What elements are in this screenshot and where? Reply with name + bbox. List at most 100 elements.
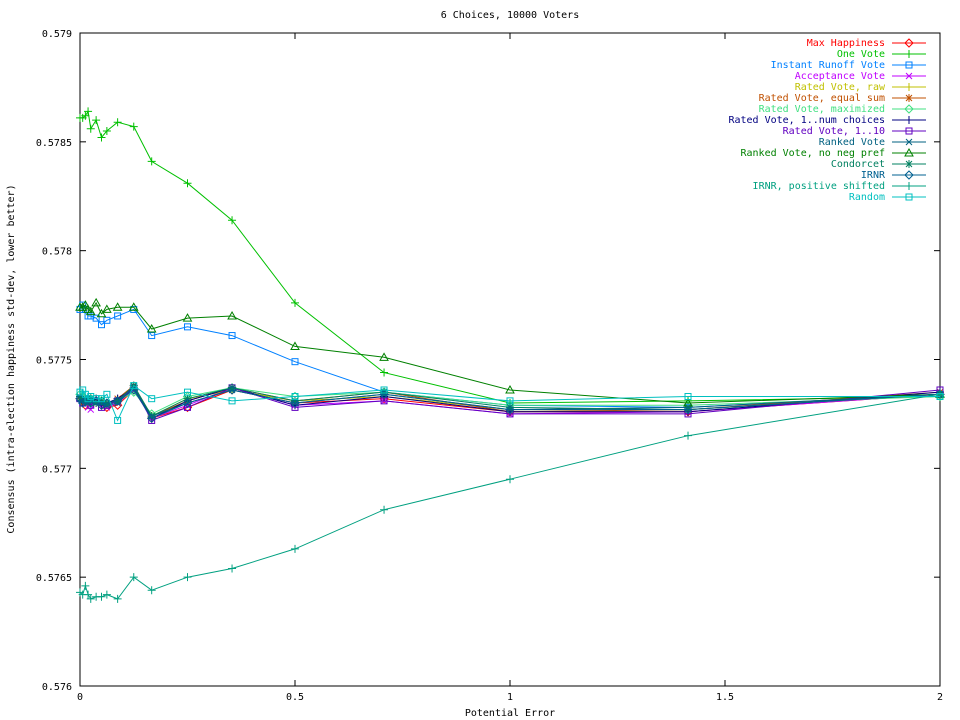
chart-title: 6 Choices, 10000 Voters [441, 10, 579, 21]
data-point [505, 384, 515, 394]
legend-label: IRNR, positive shifted [753, 181, 885, 192]
legend-marker [905, 182, 913, 190]
data-point [86, 594, 95, 603]
data-point [81, 111, 90, 120]
data-point [184, 388, 191, 396]
legend-marker [905, 61, 913, 69]
data-point [91, 297, 101, 307]
y-tick-label: 0.577 [42, 464, 72, 475]
legend-entry: Max Happiness [807, 38, 926, 49]
legend-marker [905, 50, 913, 58]
legend-label: IRNR [861, 170, 886, 181]
data-point [184, 403, 191, 411]
data-point [291, 393, 299, 401]
series-line [79, 393, 941, 600]
y-tick-label: 0.5775 [36, 356, 72, 367]
data-point [98, 321, 105, 329]
x-tick-label: 2 [937, 692, 943, 703]
x-tick-label: 1.5 [716, 692, 734, 703]
legend-marker [905, 94, 913, 102]
legend-entry: Condorcet [831, 159, 926, 170]
legend-label: Rated Vote, 1..10 [783, 126, 885, 137]
legend-entry: Rated Vote, 1..num choices [728, 115, 926, 126]
x-axis-label: Potential Error [465, 708, 555, 719]
data-point [228, 564, 237, 573]
legend-marker [904, 170, 914, 180]
legend-entry: Ranked Vote [819, 137, 926, 148]
data-point [935, 389, 945, 400]
data-point [505, 404, 515, 415]
legend-marker [904, 104, 914, 114]
data-point [380, 388, 389, 397]
data-point [379, 352, 389, 361]
legend-label: Rated Vote, 1..num choices [728, 115, 885, 126]
legend-label: Rated Vote, maximized [759, 104, 885, 115]
legend-marker [905, 83, 913, 91]
legend-label: Ranked Vote [819, 137, 885, 148]
y-axis-label: Consensus (intra-election happiness std-… [6, 184, 17, 533]
legend-entry: Ranked Vote, no neg pref [741, 147, 926, 159]
data-point [290, 341, 300, 350]
data-point [227, 385, 237, 395]
legend-entry: Acceptance Vote [795, 71, 926, 82]
data-point [112, 302, 123, 311]
legend-label: Instant Runoff Vote [771, 60, 885, 71]
data-point [147, 586, 156, 595]
data-point [86, 124, 95, 133]
data-point [146, 324, 157, 333]
data-point [129, 122, 138, 131]
data-point [96, 308, 107, 318]
data-point [228, 397, 236, 405]
series-ranked-vote-no-neg-pref [75, 297, 945, 407]
data-point [936, 393, 944, 401]
legend-label: Ranked Vote, no neg pref [741, 148, 886, 159]
x-tick-label: 0.5 [286, 692, 304, 703]
data-point [113, 118, 122, 127]
data-point [380, 505, 389, 514]
x-tick-label: 1 [507, 692, 513, 703]
data-point [227, 310, 237, 320]
legend-entry: Random [849, 192, 926, 203]
data-point [102, 126, 111, 135]
data-point [128, 302, 139, 311]
data-point [129, 573, 138, 582]
data-point [102, 590, 111, 599]
legend-marker [905, 72, 913, 80]
legend-label: Max Happiness [807, 38, 885, 49]
y-tick-label: 0.578 [42, 247, 72, 258]
data-point [380, 368, 389, 377]
y-tick-label: 0.5785 [36, 138, 72, 149]
data-point [684, 393, 692, 401]
data-point [683, 404, 693, 415]
data-point [87, 312, 95, 320]
y-tick-label: 0.576 [42, 682, 72, 693]
x-axis: 0 0.5 1 1.5 2 [77, 33, 943, 703]
data-point [87, 406, 95, 413]
legend-label: Acceptance Vote [795, 71, 885, 82]
data-point [228, 332, 236, 340]
data-point [291, 358, 299, 366]
data-point [228, 383, 237, 392]
data-point [183, 573, 192, 582]
series-line [80, 301, 941, 404]
data-point [148, 395, 156, 403]
data-point [102, 304, 112, 313]
legend-marker [904, 147, 914, 157]
legend-entry: Rated Vote, 1..10 [783, 126, 926, 137]
data-point [130, 382, 138, 390]
legend-marker [904, 38, 914, 48]
series-layer [75, 107, 945, 603]
data-point [291, 298, 299, 307]
data-point [103, 390, 111, 398]
data-point [290, 398, 300, 408]
data-point [183, 179, 192, 188]
data-point [87, 393, 95, 401]
legend-marker [905, 160, 913, 168]
data-point [76, 392, 84, 401]
legend-entry: Rated Vote, maximized [759, 104, 926, 115]
data-point [112, 396, 123, 406]
legend-marker [905, 138, 913, 146]
legend-entry: Instant Runoff Vote [771, 60, 926, 71]
data-point [147, 157, 156, 166]
